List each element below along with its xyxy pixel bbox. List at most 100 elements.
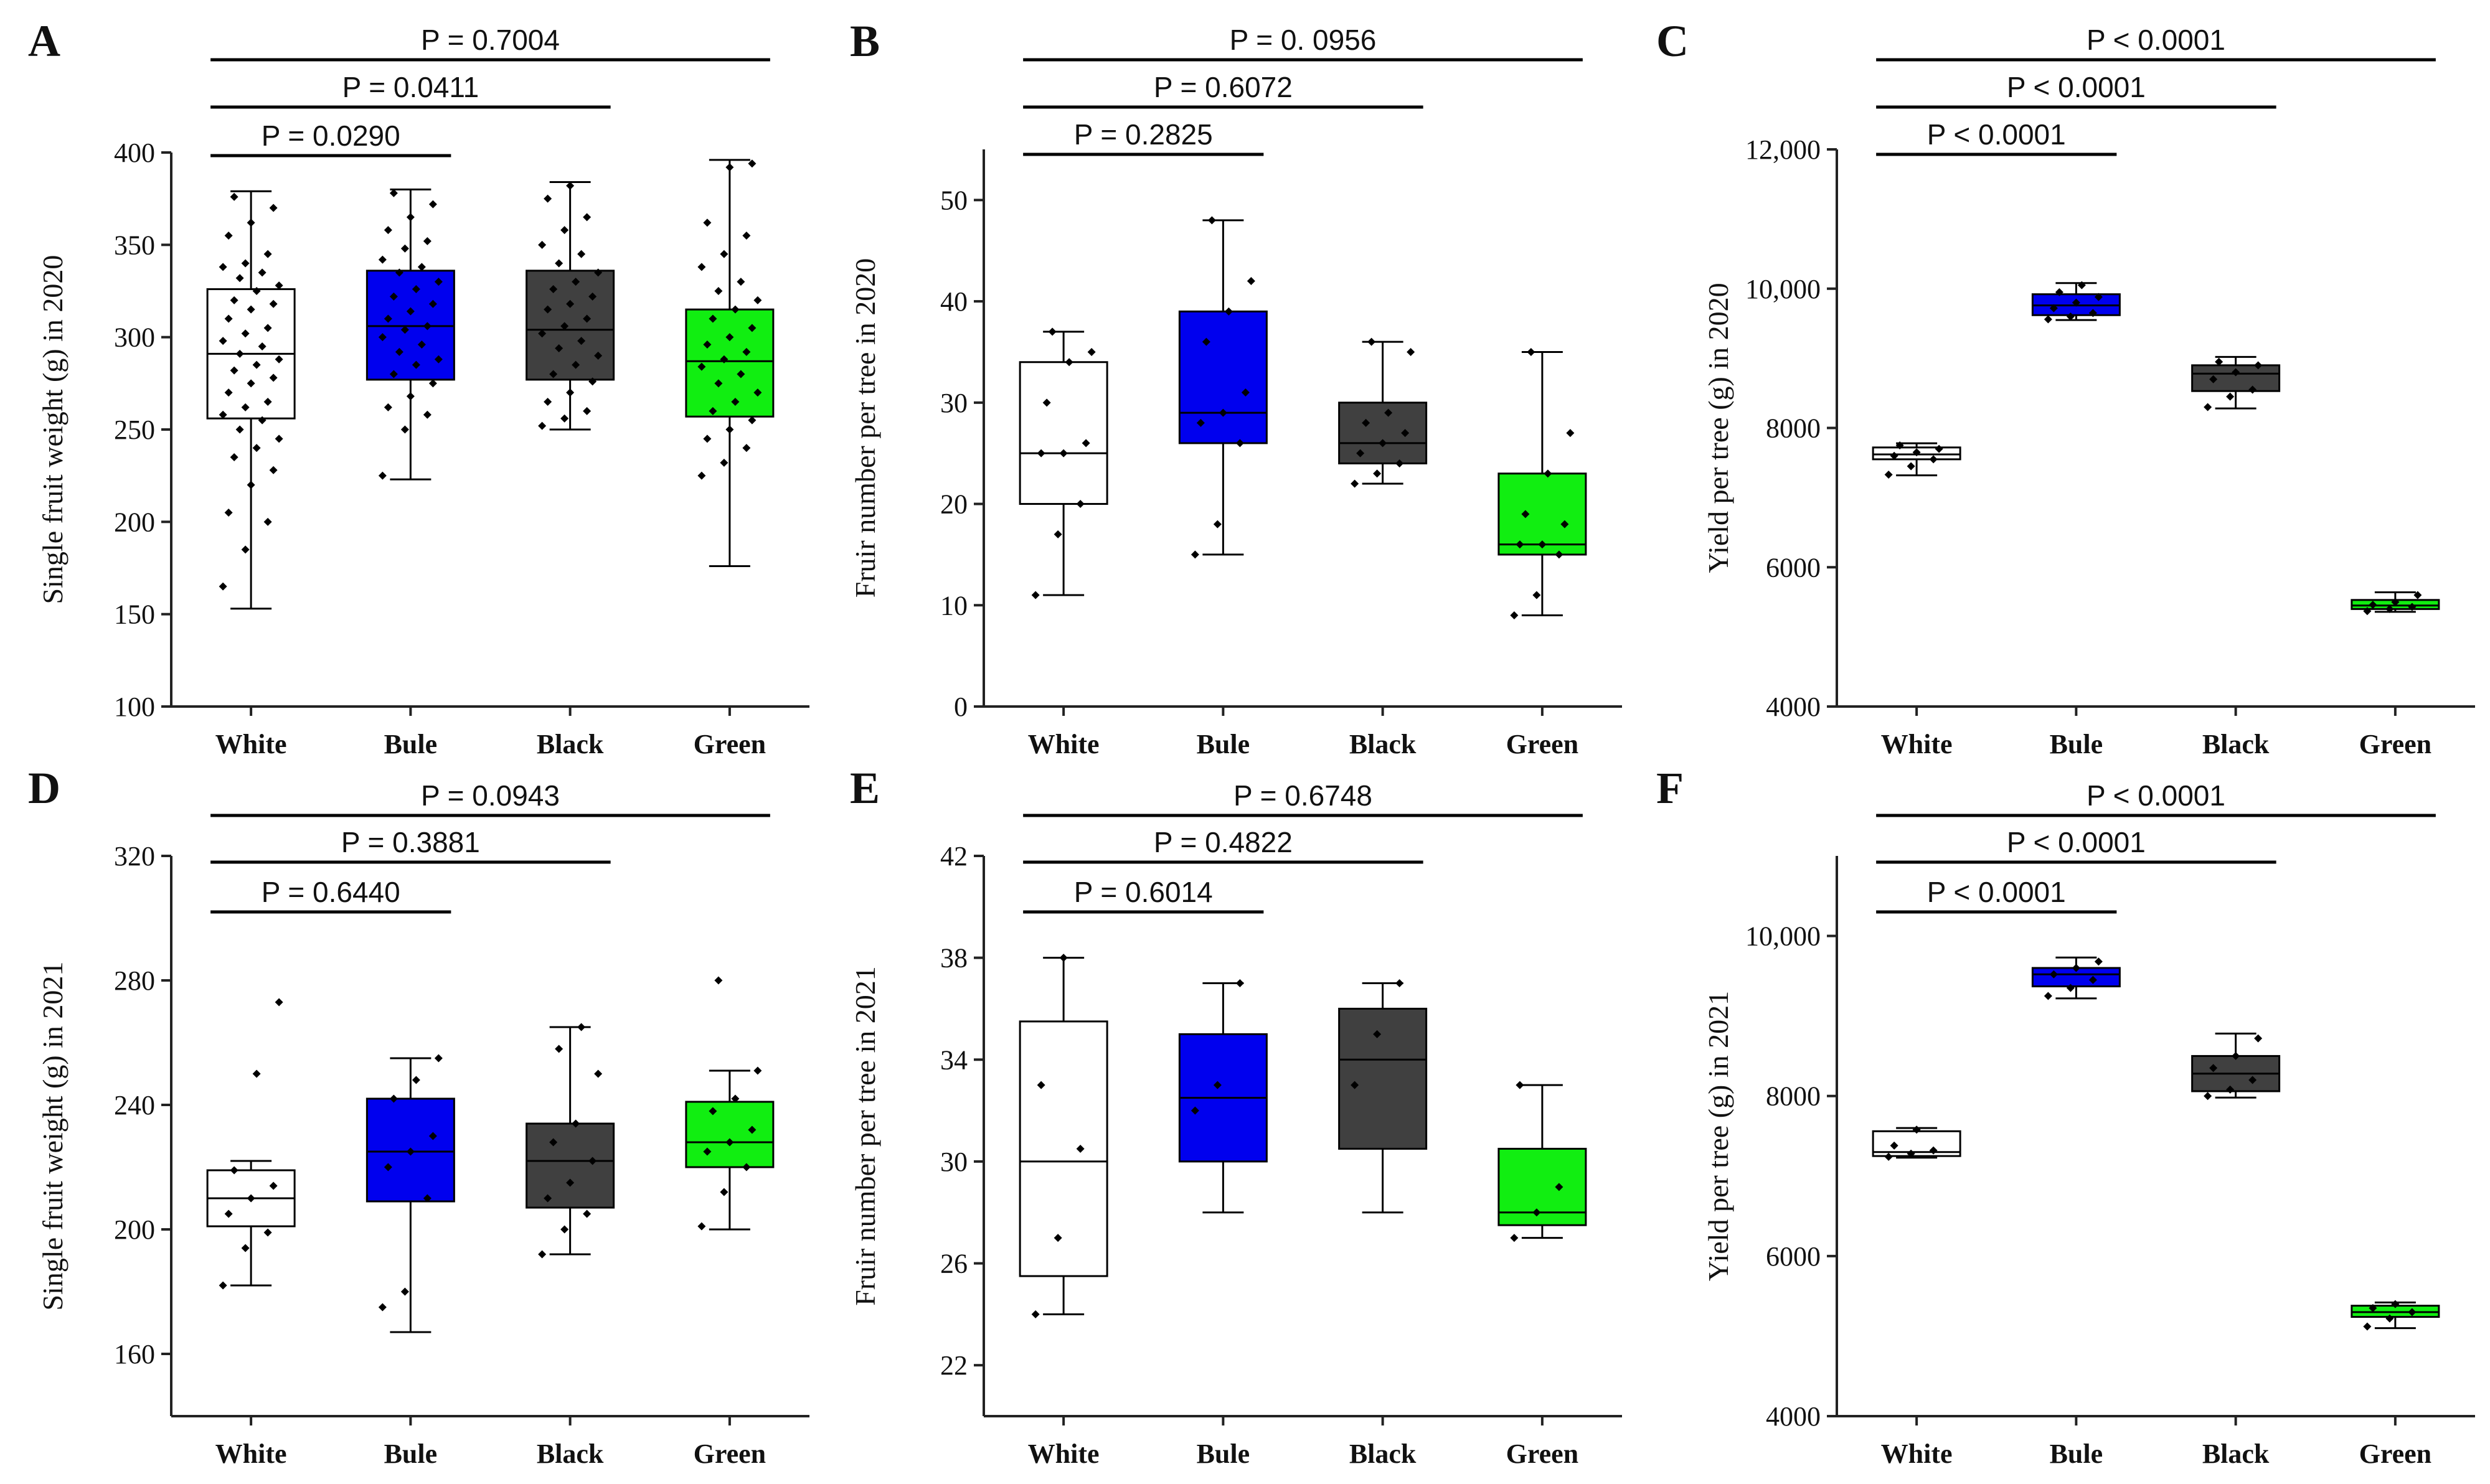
data-point (1373, 1030, 1382, 1038)
box-iqr (526, 270, 615, 381)
y-tick-label: 160 (114, 1339, 155, 1369)
data-point (753, 388, 762, 397)
data-point (417, 263, 426, 271)
data-point (2204, 1092, 2212, 1101)
data-point (703, 218, 712, 227)
data-point (572, 360, 580, 369)
x-tick-label: White (1881, 1439, 1953, 1469)
data-point (235, 349, 244, 358)
p-value-label: P = 0.7004 (421, 24, 560, 56)
box-iqr (1019, 1020, 1108, 1277)
data-point (384, 403, 392, 411)
p-value-label: P = 0.0411 (342, 71, 479, 103)
data-point (1202, 337, 1210, 346)
data-point (742, 347, 751, 356)
data-point (583, 1209, 592, 1218)
data-point (247, 379, 255, 388)
data-point (555, 259, 564, 268)
data-point (2226, 1085, 2235, 1094)
data-point (1191, 1106, 1199, 1115)
p-value-label: P < 0.0001 (1927, 876, 2066, 908)
y-tick-label: 50 (940, 185, 968, 215)
data-point (2044, 315, 2052, 324)
y-tick-label: 22 (940, 1350, 968, 1381)
data-point (594, 268, 603, 277)
panel-b: B 0 10 20 30 40 50 Fruir number per tree in 202… (849, 16, 1622, 759)
data-point (406, 1147, 415, 1156)
data-point (423, 410, 432, 419)
data-point (1401, 429, 1410, 438)
panel-letter: B (850, 16, 880, 66)
data-point (258, 416, 266, 425)
x-tick-label: Black (2202, 1439, 2270, 1469)
data-point (1516, 1081, 1524, 1089)
y-axis-title: Single fruit weight (g) in 2020 (37, 255, 68, 604)
data-point (697, 263, 706, 271)
data-point (2077, 281, 2086, 289)
panel-letter: A (28, 16, 60, 66)
y-tick-label: 0 (954, 692, 968, 722)
box-iqr (1497, 1147, 1587, 1226)
data-point (566, 299, 575, 308)
data-point (1059, 449, 1068, 458)
data-point (219, 1281, 227, 1290)
box-black (2191, 355, 2281, 411)
data-point (566, 1178, 575, 1187)
data-point (389, 189, 398, 197)
y-tick-label: 4000 (1766, 1401, 1821, 1432)
data-point (1935, 444, 1943, 453)
data-point (2094, 957, 2103, 966)
data-point (1884, 470, 1893, 479)
data-point (1538, 540, 1547, 549)
box-black (2191, 1032, 2281, 1101)
data-point (1196, 418, 1205, 427)
data-point (230, 192, 238, 201)
data-point (269, 299, 278, 308)
data-point (572, 278, 580, 286)
data-point (400, 425, 409, 434)
x-tick-label: White (215, 729, 287, 759)
data-point (1213, 520, 1222, 528)
data-point (1207, 216, 1216, 225)
p-value-label: P = 0.6014 (1074, 876, 1213, 908)
data-point (1929, 1146, 1938, 1155)
data-point (1362, 418, 1370, 427)
data-point (406, 307, 415, 316)
data-point (378, 471, 387, 480)
y-axis-title: Yield per tree (g) in 2020 (1702, 283, 1734, 573)
y-tick-label: 8000 (1766, 413, 1821, 444)
data-point (2209, 1064, 2218, 1073)
data-point (703, 340, 712, 349)
data-point (703, 1147, 712, 1156)
p-value-label: P = 0.6440 (262, 876, 400, 908)
data-point (577, 1023, 586, 1031)
p-value-label: P < 0.0001 (2087, 24, 2225, 56)
y-tick-label: 20 (940, 489, 968, 520)
x-tick-label: Black (537, 729, 604, 759)
y-tick-label: 30 (940, 388, 968, 418)
data-point (219, 337, 227, 345)
data-point (230, 296, 238, 304)
data-point (2072, 964, 2080, 972)
data-point (2066, 984, 2075, 992)
data-point (434, 355, 443, 364)
y-tick-label: 10,000 (1745, 274, 1821, 304)
box-green (2351, 591, 2440, 616)
data-point (1555, 550, 1563, 559)
data-point (1516, 540, 1524, 549)
data-point (725, 1138, 734, 1147)
data-point (1890, 451, 1898, 460)
data-point (588, 292, 597, 301)
y-axis-title: Fruir number per tree in 2021 (849, 966, 881, 1305)
data-point (1235, 979, 1244, 988)
data-point (389, 292, 398, 301)
panel-c: C 4000 6000 8000 10,000 12,000 Yield per tree … (1656, 16, 2475, 759)
data-point (731, 398, 740, 406)
y-tick-label: 6000 (1766, 552, 1821, 583)
data-point (2209, 375, 2218, 383)
data-point (224, 388, 233, 397)
y-tick-label: 150 (114, 599, 155, 630)
data-point (395, 268, 403, 277)
data-point (594, 351, 603, 360)
data-point (1048, 327, 1057, 336)
